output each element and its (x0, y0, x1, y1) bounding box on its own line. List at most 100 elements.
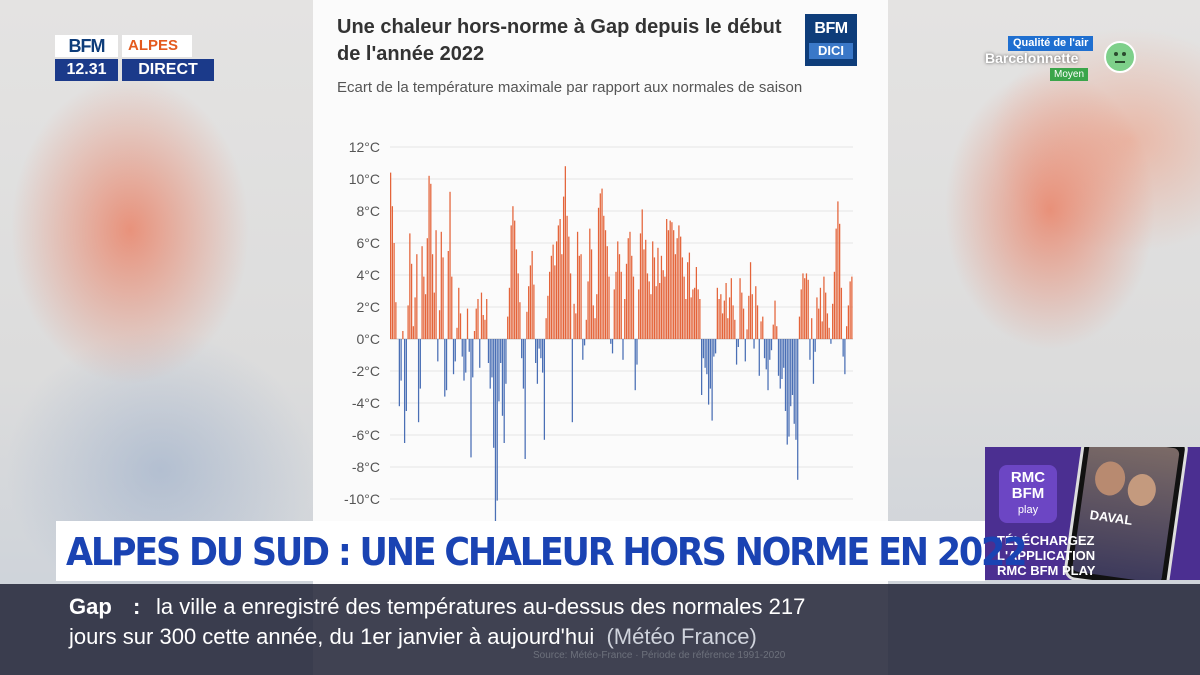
temperature-bar (755, 286, 757, 339)
temperature-bar (844, 339, 846, 375)
temperature-bar (847, 305, 850, 339)
ticker-place: Gap (69, 594, 112, 619)
temperature-bar (709, 339, 711, 389)
bfm-dici-logo-bottom: DICI (809, 43, 853, 59)
show-name: DAVAL (1088, 507, 1134, 528)
temperature-bar (597, 207, 600, 339)
temperature-bar (414, 297, 416, 339)
temperature-bar (650, 294, 652, 339)
temperature-bar (438, 310, 441, 339)
temperature-bar (713, 339, 715, 357)
headline-text: ALPES DU SUD : UNE CHALEUR HORS NORME EN… (66, 530, 1027, 574)
temperature-bar (821, 321, 823, 339)
temperature-bar (521, 339, 523, 359)
temperature-bar (763, 339, 766, 359)
y-tick-label: 0°C (357, 331, 381, 347)
temperature-bar (449, 191, 451, 339)
temperature-bar (825, 292, 827, 339)
temperature-bar (678, 225, 680, 339)
y-tick-label: 12°C (349, 139, 380, 155)
temperature-bar (688, 252, 691, 339)
temperature-bar (428, 175, 430, 339)
temperature-bar (426, 238, 428, 339)
temperature-bar (685, 299, 687, 339)
temperature-bar (589, 228, 591, 339)
temperature-bar-chart: 12°C 10°C 8°C 6°C 4°C 2°C 0°C -2°C -4°C -6°C -8°C -… (344, 139, 853, 522)
temperature-bar (839, 223, 841, 339)
chart-subtitle: Ecart de la température maximale par rap… (337, 79, 803, 96)
headline-banner (56, 521, 985, 581)
temperature-bar (723, 300, 725, 339)
temperature-bar (421, 246, 423, 339)
temperature-bar (407, 305, 409, 339)
temperature-bar (412, 326, 414, 339)
temperature-bar (727, 318, 729, 339)
temperature-bar (568, 236, 570, 339)
temperature-bar (648, 281, 650, 339)
temperature-bar (477, 299, 479, 339)
temperature-bar (590, 249, 593, 339)
temperature-bar (735, 339, 738, 365)
y-tick-label: -4°C (352, 395, 380, 411)
temperature-bar (676, 238, 678, 339)
temperature-bar (519, 302, 521, 339)
temperature-bar (767, 339, 769, 391)
temperature-bar (765, 339, 767, 370)
temperature-bar (547, 295, 549, 339)
temperature-bar (683, 276, 685, 339)
temperature-bar (697, 289, 699, 339)
temperature-bar (769, 339, 771, 360)
temperature-bar (424, 294, 427, 339)
bfm-dici-logo-top: BFM (814, 20, 848, 37)
temperature-bar (493, 339, 495, 448)
temperature-bar (592, 305, 594, 339)
temperature-bar (473, 331, 476, 339)
presenter-face (1092, 459, 1128, 498)
temperature-bar (690, 297, 692, 339)
temperature-bar (833, 271, 836, 339)
live-badge: DIRECT (122, 59, 214, 81)
temperature-bar (517, 273, 519, 339)
promo-text-line1: TÉLÉCHARGEZ (997, 533, 1095, 548)
temperature-bar (444, 339, 446, 397)
temperature-bar (667, 230, 670, 339)
temperature-bar (659, 283, 661, 339)
temperature-bar (744, 339, 746, 362)
temperature-bar (508, 287, 511, 339)
temperature-bar (702, 339, 704, 359)
temperature-bar (393, 243, 395, 339)
temperature-bar (772, 324, 774, 339)
temperature-bar (741, 292, 743, 339)
temperature-bar (526, 311, 528, 339)
app-promo[interactable]: DAVAL RMC BFM play TÉLÉCHARGEZ L'APPLICA… (985, 447, 1200, 580)
temperature-bar (545, 318, 547, 339)
temperature-bar (673, 230, 675, 339)
temperature-bar (707, 339, 710, 405)
temperature-bar (819, 287, 822, 339)
temperature-bar (587, 281, 589, 339)
temperature-bar (451, 276, 453, 339)
temperature-bar (403, 339, 406, 443)
temperature-bar (390, 172, 392, 339)
y-tick-label: 8°C (357, 203, 381, 219)
temperature-bar (564, 166, 566, 339)
temperature-bar (807, 279, 809, 339)
temperature-bar (746, 329, 748, 339)
temperature-bar (805, 273, 808, 339)
temperature-bar (433, 292, 435, 339)
temperature-bar (500, 339, 502, 363)
temperature-bar (557, 225, 559, 339)
news-ticker (0, 584, 1200, 675)
temperature-bar (742, 308, 745, 339)
ticker-source: (Météo France) (606, 624, 757, 649)
temperature-bar (594, 318, 596, 339)
temperature-bar (631, 255, 633, 339)
temperature-bar (720, 294, 722, 339)
temperature-bar (482, 315, 484, 339)
y-tick-label: 6°C (357, 235, 381, 251)
temperature-bar (552, 244, 554, 339)
temperature-bar (739, 278, 741, 339)
temperature-bar (555, 241, 558, 339)
temperature-bar (791, 339, 794, 395)
y-tick-label: -2°C (352, 363, 380, 379)
